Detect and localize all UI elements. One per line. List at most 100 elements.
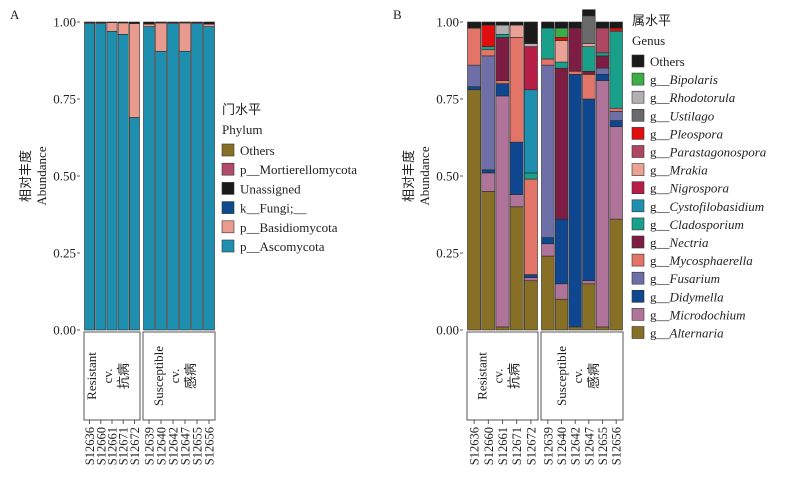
y-axis-title: Abundance — [34, 146, 49, 205]
legend-title: Phylum — [222, 122, 262, 137]
bar-segment — [191, 21, 203, 23]
bar-segment — [568, 74, 582, 328]
bar-segment — [495, 37, 510, 81]
x-tick-label: S12660 — [482, 427, 496, 465]
x-tick-label: S12642 — [167, 427, 181, 465]
legend-swatch — [631, 127, 645, 140]
group-label: 感病 — [183, 363, 198, 389]
group-strip — [466, 331, 539, 421]
x-tick-label: S12640 — [555, 427, 569, 465]
bar-segment — [106, 22, 118, 32]
legend-title-zh: 属水平 — [632, 13, 671, 28]
y-axis-title-zh: 相对丰度 — [18, 150, 33, 202]
bar-segment — [609, 120, 623, 128]
bar-segment — [129, 21, 140, 24]
bar-segment — [467, 21, 481, 29]
bar-segment — [467, 89, 481, 331]
panel-label-a: A — [10, 7, 20, 22]
legend-swatch — [221, 143, 235, 157]
legend-label: Unassigned — [240, 181, 301, 196]
bar-segment — [481, 24, 496, 47]
y-tick-label: 0.75 — [436, 92, 459, 107]
bar-segment — [509, 194, 524, 208]
bar-segment — [554, 37, 569, 41]
x-tick-label: S12655 — [596, 427, 610, 465]
x-tick-label: S12636 — [468, 427, 482, 465]
panel-label-b: B — [393, 7, 402, 22]
bar-segment — [129, 117, 140, 331]
bar-segment — [568, 326, 582, 331]
bar-segment — [523, 178, 538, 275]
bar-segment — [609, 107, 623, 112]
bar-segment — [554, 27, 569, 38]
bar-segment — [167, 21, 179, 23]
legend-swatch — [631, 271, 645, 285]
bar-segment — [568, 27, 582, 72]
bar-segment — [495, 24, 510, 35]
x-tick-label: S12655 — [191, 427, 205, 465]
bar-segment — [95, 23, 107, 331]
x-tick-label: S12671 — [510, 427, 524, 465]
group-strip — [83, 331, 141, 421]
group-label: 抗病 — [116, 363, 131, 389]
x-tick-label: S12639 — [541, 427, 555, 465]
y-tick-label: 0.00 — [436, 323, 459, 338]
bar-segment — [179, 50, 191, 331]
bar-segment — [481, 191, 496, 331]
legend-swatch — [221, 220, 235, 234]
bar-segment — [609, 21, 623, 29]
bar-segment — [541, 237, 555, 245]
bar-segment — [582, 70, 596, 75]
bar-segment — [106, 21, 118, 23]
legend-label: p__Mortierellomycota — [240, 162, 357, 177]
bar-segment — [481, 55, 496, 171]
bar-segment — [523, 172, 538, 180]
bar-segment — [523, 21, 538, 44]
group-label: 抗病 — [507, 363, 522, 389]
bar-segment — [143, 26, 155, 331]
y-tick-label: 1.00 — [436, 15, 459, 30]
x-tick-label: S12672 — [524, 427, 538, 465]
bar-segment — [541, 58, 555, 66]
bar-segment — [191, 23, 203, 331]
bar-segment — [467, 64, 481, 87]
bar-segment — [203, 21, 215, 25]
legend-label: g__Pleospora — [650, 126, 723, 141]
group-label: Resistant — [475, 352, 490, 400]
x-tick-label: S12647 — [582, 427, 596, 465]
x-tick-label: S12656 — [610, 427, 624, 465]
bar-segment — [467, 27, 481, 66]
bar-segment — [495, 80, 510, 84]
bar-segment — [106, 30, 118, 331]
legend-label: p__Ascomycota — [240, 239, 325, 254]
legend-title: Genus — [632, 33, 665, 48]
y-tick-label: 0.50 — [436, 169, 459, 184]
bar-segment — [509, 21, 524, 26]
legend-swatch — [631, 163, 645, 176]
bar-segment — [495, 95, 510, 328]
bar-segment — [167, 23, 179, 331]
bar-segment — [117, 22, 129, 35]
bar-segment — [582, 74, 596, 100]
bar-segment — [568, 70, 582, 75]
legend-label: Others — [240, 143, 275, 158]
legend-label: g__Mycosphaerella — [650, 253, 753, 268]
legend-label: g__Rhodotorula — [650, 90, 736, 105]
legend-label: g__Bipolaris — [650, 72, 718, 87]
bar-segment — [541, 64, 555, 238]
bar-segment — [595, 27, 610, 54]
bar-segment — [117, 21, 129, 24]
bar-segment — [84, 21, 95, 23]
bar-segment — [523, 280, 538, 331]
bar-segment — [509, 37, 524, 143]
x-tick-label: S12640 — [155, 427, 169, 465]
legend-label: g__Alternaria — [650, 326, 724, 341]
bar-segment — [155, 22, 167, 52]
bar-segment — [179, 22, 191, 52]
group-label: 感病 — [586, 363, 601, 389]
bar-segment — [129, 23, 140, 118]
y-tick-label: 1.00 — [53, 15, 76, 30]
legend-swatch — [631, 289, 645, 303]
bar-segment — [523, 46, 538, 91]
x-tick-label: S12661 — [106, 427, 120, 465]
